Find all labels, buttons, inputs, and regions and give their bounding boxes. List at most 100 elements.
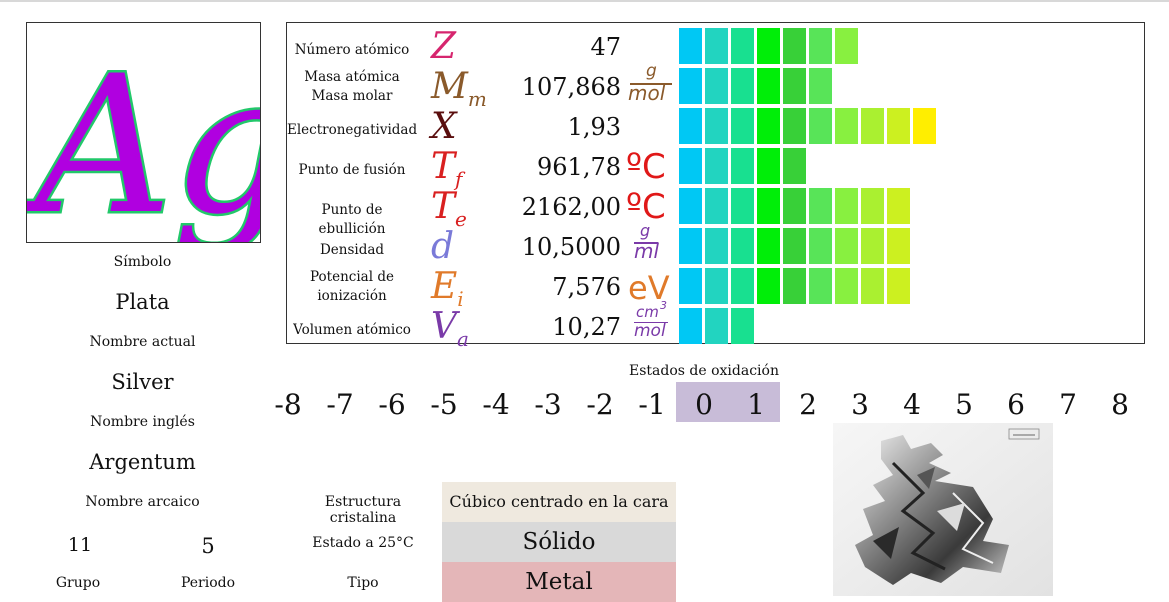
element-symbol-art: Ag <box>27 33 260 243</box>
unit-exponent: 3 <box>660 299 667 312</box>
property-bar-segment <box>913 108 936 144</box>
property-row: Densidad d 10,5000 g ml <box>287 221 1144 267</box>
property-unit: g mol <box>626 61 686 107</box>
oxidation-state: -6 <box>378 388 406 421</box>
group-value: 11 <box>67 534 93 556</box>
property-name: Potencial de ionización <box>310 269 394 304</box>
group-label: Grupo <box>55 575 101 591</box>
oxidation-state: -7 <box>326 388 354 421</box>
property-value: 961,78 <box>537 153 621 181</box>
property-bar-segment <box>783 28 806 64</box>
unit-celsius: ºC <box>626 187 666 227</box>
property-bar-segment <box>835 228 858 264</box>
oxidation-state: 5 <box>955 388 973 421</box>
property-symbol: Va <box>431 306 491 352</box>
property-row: Punto de fusión Tf 961,78 ºC <box>287 146 1144 191</box>
property-bar-segment <box>679 148 702 184</box>
symbol-label: Símbolo <box>113 254 172 270</box>
unit-numerator: g <box>646 61 657 81</box>
property-symbol: Z <box>431 27 491 67</box>
fraction-line <box>634 242 658 244</box>
property-unit <box>626 107 686 147</box>
property-bar-segment <box>809 108 832 144</box>
property-value: 7,576 <box>552 273 621 301</box>
oxidation-state: -5 <box>430 388 458 421</box>
oxidation-state: 2 <box>799 388 817 421</box>
period-label: Periodo <box>180 575 236 591</box>
property-bar-segment <box>835 28 858 64</box>
property-bar-segment <box>783 108 806 144</box>
oxidation-state: 4 <box>903 388 921 421</box>
property-bar-segment <box>783 268 806 304</box>
property-bar-segment <box>705 268 728 304</box>
property-symbol-letter: V <box>431 306 457 347</box>
fraction-line <box>634 322 668 323</box>
property-symbol-letter: T <box>431 146 456 187</box>
property-bar-segment <box>809 228 832 264</box>
oxidation-state: 1 <box>747 388 765 421</box>
oxidation-state: 0 <box>695 388 713 421</box>
property-bar-segment <box>809 268 832 304</box>
property-bar-segment <box>887 228 910 264</box>
property-unit: ºC <box>626 147 686 187</box>
property-bar-segment <box>783 228 806 264</box>
oxidation-title: Estados de oxidación <box>629 363 779 379</box>
property-name: Electronegatividad <box>287 122 418 138</box>
property-symbol-letter: M <box>431 66 468 107</box>
oxidation-state: -3 <box>534 388 562 421</box>
property-bar-segment <box>679 68 702 104</box>
property-symbol: X <box>431 107 491 147</box>
property-bar-segment <box>731 68 754 104</box>
property-name: Densidad <box>319 242 385 258</box>
property-symbol: d <box>431 227 491 267</box>
property-bar-segment <box>705 228 728 264</box>
property-bar-segment <box>731 28 754 64</box>
property-bar-segment <box>835 268 858 304</box>
property-name: Volumen atómico <box>293 322 411 338</box>
property-bar-segment <box>705 28 728 64</box>
property-bar-segment <box>757 188 780 224</box>
property-bar-segment <box>835 108 858 144</box>
property-bar-segment <box>679 308 702 344</box>
property-row: Potencial de ionización Ei 7,576 eV <box>287 267 1144 312</box>
property-bar-segment <box>705 148 728 184</box>
archaic-name-label: Nombre arcaico <box>85 494 200 510</box>
property-bar-segment <box>731 268 754 304</box>
property-bar-segment <box>861 188 884 224</box>
property-row: Masa atómica Masa molar Mm 107,868 g mol <box>287 61 1144 112</box>
property-bar-segment <box>757 268 780 304</box>
property-row: Número atómico Z 47 <box>287 27 1144 67</box>
property-bar-segment <box>861 108 884 144</box>
property-bar-segment <box>757 148 780 184</box>
property-bar-segment <box>679 268 702 304</box>
property-value: 47 <box>590 33 621 61</box>
property-bar-segment <box>887 108 910 144</box>
property-value: 2162,00 <box>521 193 621 221</box>
property-bar-segment <box>757 28 780 64</box>
property-bar-segment <box>783 148 806 184</box>
property-bar-segment <box>731 228 754 264</box>
property-symbol: Ei <box>431 267 491 312</box>
property-symbol-subscript: e <box>455 207 467 231</box>
property-row: Punto de ebullición Te 2162,00 ºC <box>287 186 1144 237</box>
property-bar-segment <box>705 308 728 344</box>
property-symbol: Mm <box>431 66 491 112</box>
element-symbol-glyph: Ag <box>27 35 260 242</box>
state-label: Estado a 25°C <box>312 535 414 551</box>
property-value: 1,93 <box>567 113 621 141</box>
type-value: Metal <box>442 562 676 602</box>
oxidation-state: -1 <box>638 388 666 421</box>
property-symbol-subscript: m <box>467 87 487 111</box>
english-name: Silver <box>111 370 174 394</box>
property-bar-segment <box>679 28 702 64</box>
unit-numerator: g <box>640 221 651 240</box>
property-value: 10,27 <box>552 313 621 341</box>
property-bar-segment <box>809 28 832 64</box>
property-bar-segment <box>731 148 754 184</box>
property-value: 10,5000 <box>521 233 621 261</box>
property-bar-segment <box>679 228 702 264</box>
property-symbol-letter: T <box>431 186 456 227</box>
english-name-label: Nombre inglés <box>90 414 195 430</box>
unit-numerator: cm <box>636 303 659 321</box>
property-value: 107,868 <box>521 73 621 101</box>
